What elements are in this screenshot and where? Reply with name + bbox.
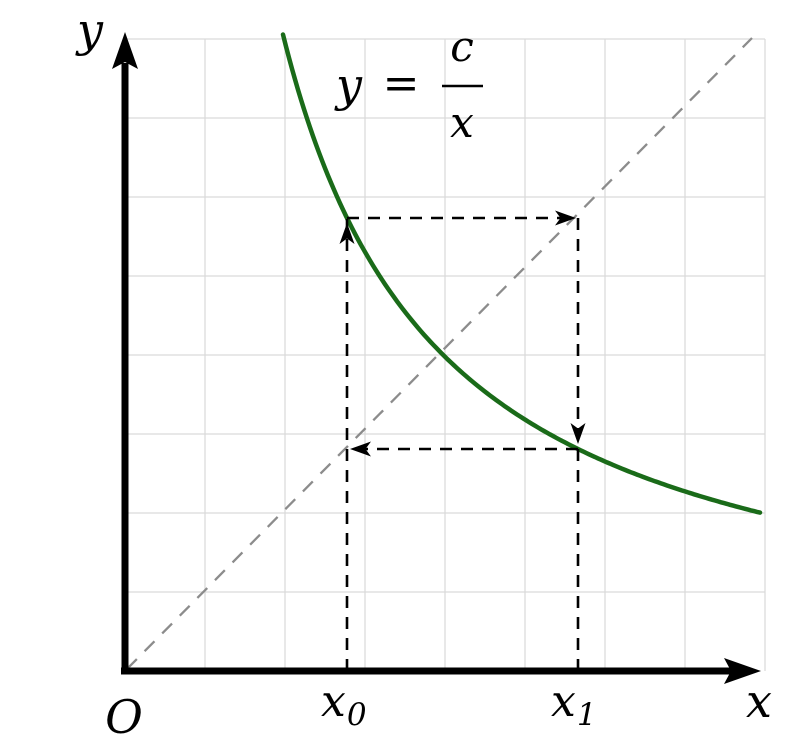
labels-layer: y x O x0 x1 y = c x <box>75 3 772 744</box>
x-axis-arrowhead <box>724 658 761 684</box>
cobweb-layer <box>339 210 586 671</box>
x1-tick-label: x1 <box>551 676 597 733</box>
equation-denominator: x <box>450 98 474 147</box>
cobweb-arrowhead-down <box>570 423 586 444</box>
x0-subscript: 0 <box>347 697 367 733</box>
y-axis-arrowhead <box>112 32 138 69</box>
cobweb-arrowhead-right <box>555 210 576 226</box>
hyperbola-curve <box>280 32 763 515</box>
x0-base: x <box>321 676 346 727</box>
origin-label: O <box>105 690 143 744</box>
equation-equals: = <box>383 58 420 109</box>
equation-numerator: c <box>450 22 474 71</box>
grid-layer <box>125 38 766 671</box>
x1-subscript: 1 <box>577 697 597 733</box>
equation-lhs: y <box>334 58 363 112</box>
y-axis-label: y <box>75 3 104 57</box>
x0-tick-label: x0 <box>321 676 367 733</box>
equation-label: y = c x <box>334 22 483 147</box>
curve-layer <box>280 32 763 515</box>
cobweb-arrowhead-up <box>339 223 355 244</box>
x1-base: x <box>551 676 576 727</box>
cobweb-arrowhead-left <box>350 441 371 457</box>
x-axis-label: x <box>746 674 772 728</box>
axes-layer <box>112 32 761 684</box>
